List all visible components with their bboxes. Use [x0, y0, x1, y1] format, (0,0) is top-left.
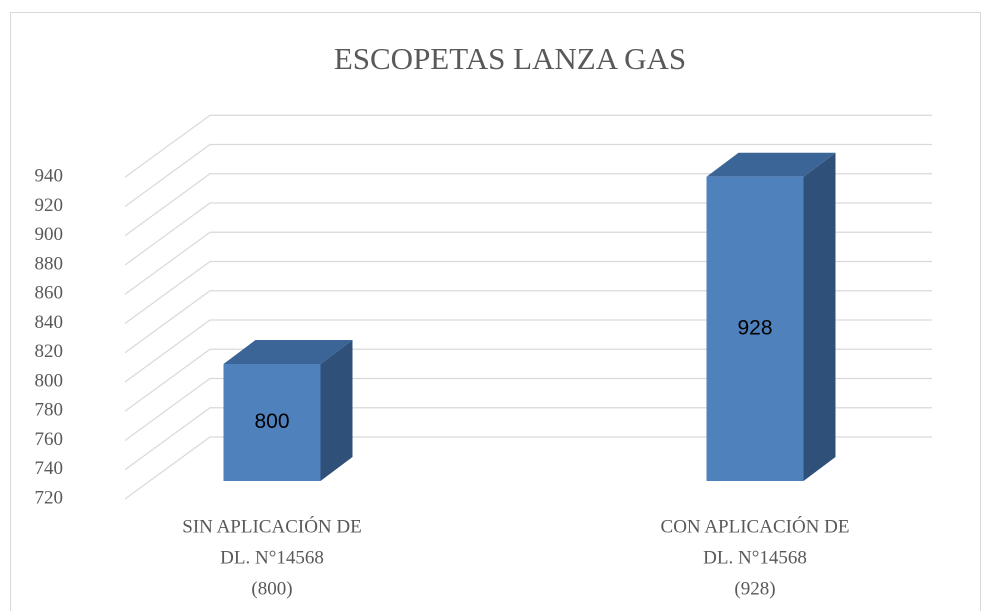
grid-line	[124, 348, 932, 412]
y-tick-label: 760	[35, 429, 64, 450]
grid-line	[124, 202, 932, 266]
y-tick-label: 860	[35, 283, 64, 304]
bar-side	[803, 152, 836, 482]
grid-line	[124, 114, 932, 178]
y-tick-label: 900	[35, 224, 64, 245]
y-tick-label: 720	[35, 487, 64, 508]
x-tick-label: (928)	[734, 578, 775, 599]
chart-title: ESCOPETAS LANZA GAS	[334, 41, 686, 76]
value-label: 928	[737, 316, 772, 339]
grid-line	[124, 260, 932, 324]
y-tick-label: 840	[35, 312, 64, 333]
grid-line	[124, 173, 932, 237]
x-tick-label: (800)	[251, 578, 292, 599]
y-tick-label: 820	[35, 341, 64, 362]
grid-line	[124, 319, 932, 383]
x-tick-label: DL. N°14568	[220, 547, 324, 568]
bar-side	[320, 340, 353, 481]
y-tick-label: 740	[35, 458, 64, 479]
grid-line	[124, 436, 932, 500]
y-tick-label: 940	[35, 166, 64, 187]
grid-line	[124, 231, 932, 295]
x-tick-label: DL. N°14568	[703, 547, 807, 568]
bar-top	[223, 340, 353, 364]
y-tick-label: 880	[35, 253, 64, 274]
value-label: 800	[254, 410, 289, 433]
grid-line	[124, 290, 932, 354]
grid-line	[124, 407, 932, 471]
x-tick-label: SIN APLICACIÓN DE	[182, 515, 361, 537]
chart-border	[10, 12, 981, 616]
grid-line	[124, 377, 932, 441]
y-tick-label: 800	[35, 370, 64, 391]
bar	[706, 176, 804, 482]
y-tick-label: 920	[35, 195, 64, 216]
bar-top	[706, 152, 836, 177]
x-tick-label: CON APLICACIÓN DE	[661, 515, 850, 537]
y-tick-label: 780	[35, 400, 64, 421]
bar	[223, 364, 321, 481]
grid-line	[124, 143, 932, 207]
